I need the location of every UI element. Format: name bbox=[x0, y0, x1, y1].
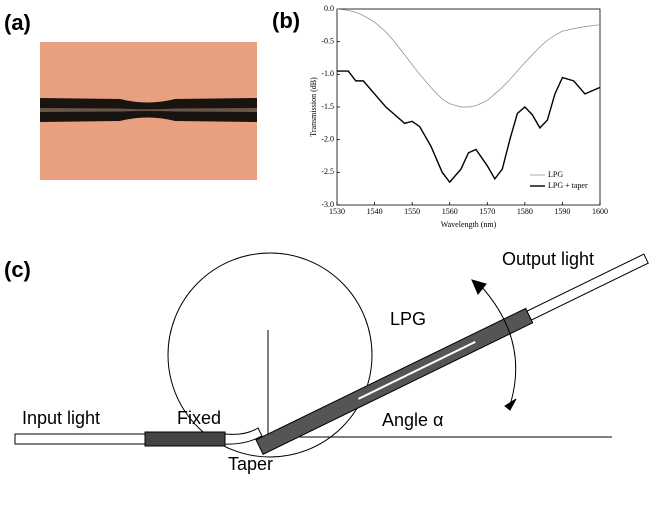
y-tick-label: -2.0 bbox=[321, 134, 334, 143]
series-line bbox=[337, 70, 601, 184]
diagram-label: Angle α bbox=[382, 410, 443, 430]
x-axis-label: Wavelength (nm) bbox=[441, 220, 497, 229]
y-tick-label: -2.5 bbox=[321, 167, 334, 176]
y-tick-label: 0.0 bbox=[324, 4, 334, 13]
legend-label: LPG + taper bbox=[548, 181, 588, 190]
y-axis-label: Transmission (dB) bbox=[309, 77, 318, 137]
diagram-label: Output light bbox=[502, 249, 594, 269]
x-tick-label: 1580 bbox=[517, 207, 533, 216]
legend-label: LPG bbox=[548, 170, 563, 179]
diagram-label: LPG bbox=[390, 309, 426, 329]
panel-label: (c) bbox=[4, 257, 31, 282]
x-tick-label: 1540 bbox=[367, 207, 383, 216]
y-tick-label: -3.0 bbox=[321, 200, 334, 209]
micrograph bbox=[40, 42, 257, 180]
diagram-label: Input light bbox=[22, 408, 100, 428]
setup-diagram bbox=[14, 252, 649, 458]
x-tick-label: 1570 bbox=[479, 207, 495, 216]
y-tick-label: -1.0 bbox=[321, 69, 334, 78]
diagram-label: Fixed bbox=[177, 408, 221, 428]
x-tick-label: 1600 bbox=[592, 207, 608, 216]
series-line bbox=[336, 8, 601, 108]
panel-label: (b) bbox=[272, 8, 300, 33]
x-tick-label: 1550 bbox=[404, 207, 420, 216]
x-tick-label: 1530 bbox=[329, 207, 345, 216]
y-tick-label: -0.5 bbox=[321, 36, 334, 45]
x-tick-label: 1590 bbox=[554, 207, 570, 216]
x-tick-label: 1560 bbox=[442, 207, 458, 216]
y-tick-label: -1.5 bbox=[321, 102, 334, 111]
diagram-label: Taper bbox=[228, 454, 273, 474]
panel-label: (a) bbox=[4, 10, 31, 35]
